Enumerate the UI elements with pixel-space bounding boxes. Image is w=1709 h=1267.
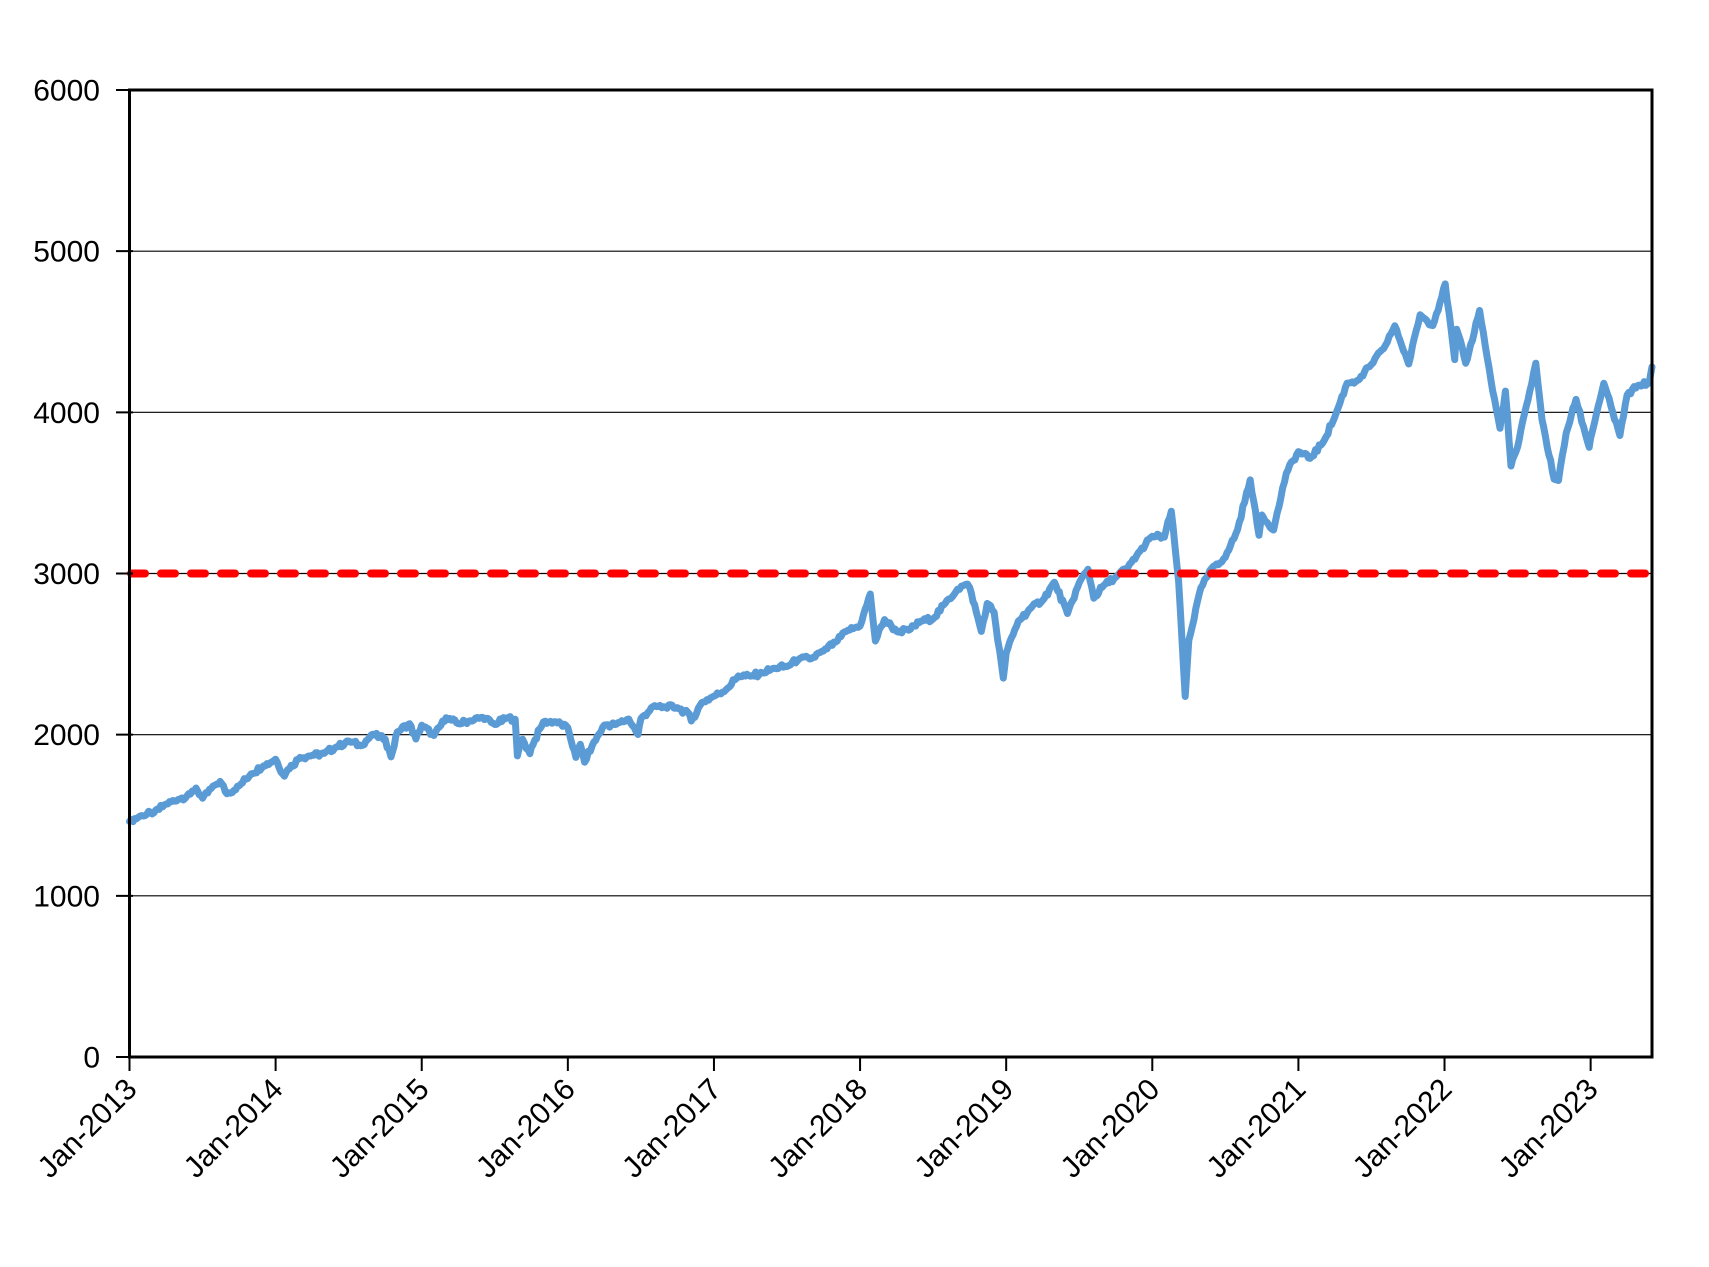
x-tick-label: Jan-2021 bbox=[1201, 1073, 1313, 1185]
y-tick-label: 1000 bbox=[33, 880, 100, 913]
y-tick-label: 5000 bbox=[33, 236, 100, 269]
y-tick-label: 0 bbox=[83, 1042, 100, 1075]
x-tick-label: Jan-2022 bbox=[1347, 1073, 1459, 1185]
y-tick-label: 2000 bbox=[33, 719, 100, 752]
x-tick-label: Jan-2023 bbox=[1493, 1073, 1605, 1185]
x-tick-label: Jan-2016 bbox=[470, 1073, 582, 1185]
x-tick-label: Jan-2018 bbox=[762, 1073, 874, 1185]
index-level bbox=[126, 280, 1656, 826]
x-tick-label: Jan-2015 bbox=[324, 1073, 436, 1185]
x-tick-label: Jan-2020 bbox=[1054, 1073, 1166, 1185]
x-tick-label: Jan-2017 bbox=[616, 1073, 728, 1185]
x-tick-label: Jan-2014 bbox=[178, 1073, 290, 1185]
y-tick-label: 3000 bbox=[33, 558, 100, 591]
x-tick-label: Jan-2019 bbox=[908, 1073, 1020, 1185]
x-tick-label: Jan-2013 bbox=[32, 1073, 144, 1185]
y-tick-label: 4000 bbox=[33, 397, 100, 430]
y-tick-label: 6000 bbox=[33, 75, 100, 108]
